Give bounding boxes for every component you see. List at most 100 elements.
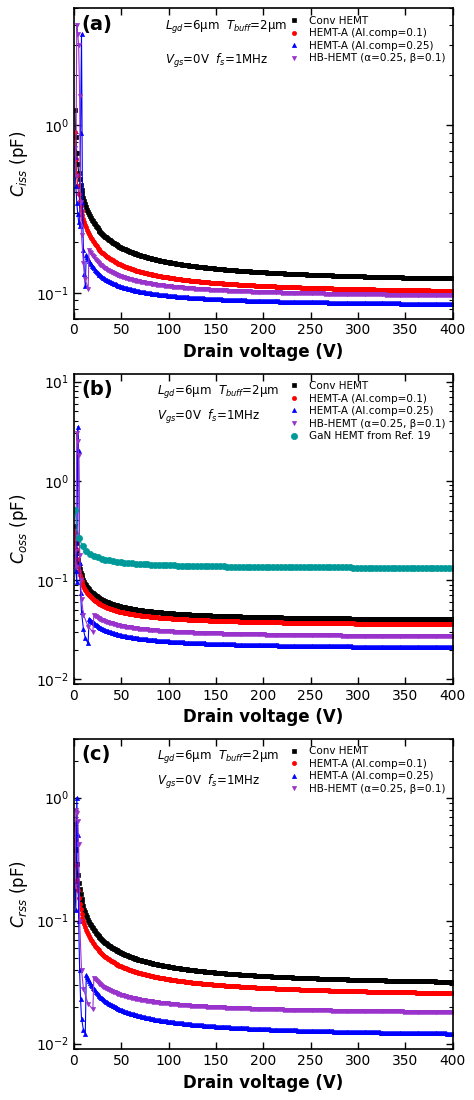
HB-HEMT (α=0.25, β=0.1) xyxy=(344,1004,349,1018)
Conv HEMT xyxy=(195,608,201,622)
Conv HEMT xyxy=(221,967,227,980)
HEMT-A (Al.comp=0.25) xyxy=(72,151,78,164)
HEMT-A (Al.comp=0.25) xyxy=(74,791,80,804)
HEMT-A (Al.comp=0.25) xyxy=(213,637,219,650)
Conv HEMT xyxy=(346,612,352,625)
GaN HEMT from Ref. 19 xyxy=(297,561,303,574)
Line: Conv HEMT: Conv HEMT xyxy=(73,108,455,280)
HB-HEMT (α=0.25, β=0.1) xyxy=(329,1004,335,1018)
Text: $L_{gd}$=6μm  $T_{buff}$=2μm: $L_{gd}$=6μm $T_{buff}$=2μm xyxy=(157,383,279,400)
HEMT-A (Al.comp=0.1) xyxy=(346,984,352,998)
HB-HEMT (α=0.25, β=0.1) xyxy=(450,629,456,642)
Conv HEMT xyxy=(72,103,78,117)
HEMT-A (Al.comp=0.25) xyxy=(450,640,456,653)
HEMT-A (Al.comp=0.25) xyxy=(118,280,124,294)
Conv HEMT xyxy=(118,946,123,959)
HEMT-A (Al.comp=0.25) xyxy=(346,296,351,309)
HB-HEMT (α=0.25, β=0.1) xyxy=(72,141,78,154)
HB-HEMT (α=0.25, β=0.1) xyxy=(72,880,78,893)
Conv HEMT xyxy=(345,972,350,986)
GaN HEMT from Ref. 19 xyxy=(419,561,425,574)
HB-HEMT (α=0.25, β=0.1) xyxy=(450,288,456,301)
Line: HB-HEMT (α=0.25, β=0.1): HB-HEMT (α=0.25, β=0.1) xyxy=(73,431,455,638)
HB-HEMT (α=0.25, β=0.1) xyxy=(389,629,395,642)
Line: HEMT-A (Al.comp=0.25): HEMT-A (Al.comp=0.25) xyxy=(73,425,455,649)
HEMT-A (Al.comp=0.1) xyxy=(72,525,78,538)
HEMT-A (Al.comp=0.1) xyxy=(118,959,123,972)
X-axis label: Drain voltage (V): Drain voltage (V) xyxy=(183,343,343,361)
HB-HEMT (α=0.25, β=0.1) xyxy=(321,629,327,642)
HEMT-A (Al.comp=0.25) xyxy=(256,1022,262,1035)
Conv HEMT xyxy=(346,270,352,283)
HEMT-A (Al.comp=0.1) xyxy=(346,283,352,296)
Y-axis label: $C_{iss}$ (pF): $C_{iss}$ (pF) xyxy=(9,130,30,197)
HEMT-A (Al.comp=0.1) xyxy=(450,618,456,631)
HB-HEMT (α=0.25, β=0.1) xyxy=(450,1005,456,1019)
HEMT-A (Al.comp=0.1) xyxy=(118,605,123,618)
Line: HB-HEMT (α=0.25, β=0.1): HB-HEMT (α=0.25, β=0.1) xyxy=(73,807,455,1014)
HEMT-A (Al.comp=0.1) xyxy=(345,283,350,296)
HEMT-A (Al.comp=0.1) xyxy=(72,125,78,139)
HEMT-A (Al.comp=0.1) xyxy=(221,277,227,290)
HEMT-A (Al.comp=0.1) xyxy=(310,282,315,295)
X-axis label: Drain voltage (V): Drain voltage (V) xyxy=(183,708,343,726)
HB-HEMT (α=0.25, β=0.1) xyxy=(213,284,219,297)
Conv HEMT xyxy=(450,613,456,626)
HB-HEMT (α=0.25, β=0.1) xyxy=(428,629,434,642)
Line: HEMT-A (Al.comp=0.1): HEMT-A (Al.comp=0.1) xyxy=(73,838,455,996)
HEMT-A (Al.comp=0.25) xyxy=(196,292,202,305)
Conv HEMT xyxy=(195,965,201,978)
Text: $V_{gs}$=0V  $f_{s}$=1MHz: $V_{gs}$=0V $f_{s}$=1MHz xyxy=(165,52,268,69)
Line: GaN HEMT from Ref. 19: GaN HEMT from Ref. 19 xyxy=(72,507,456,571)
HB-HEMT (α=0.25, β=0.1) xyxy=(366,1004,372,1018)
Text: (c): (c) xyxy=(82,745,111,764)
HEMT-A (Al.comp=0.25) xyxy=(442,640,448,653)
HEMT-A (Al.comp=0.25) xyxy=(75,420,81,433)
HEMT-A (Al.comp=0.25) xyxy=(82,1027,88,1041)
Conv HEMT xyxy=(345,612,350,625)
Conv HEMT xyxy=(72,817,78,830)
Line: HB-HEMT (α=0.25, β=0.1): HB-HEMT (α=0.25, β=0.1) xyxy=(73,22,455,297)
HEMT-A (Al.comp=0.1) xyxy=(346,617,352,630)
HEMT-A (Al.comp=0.25) xyxy=(273,1023,278,1036)
HEMT-A (Al.comp=0.25) xyxy=(369,1025,375,1038)
HEMT-A (Al.comp=0.25) xyxy=(347,296,353,309)
Y-axis label: $C_{oss}$ (pF): $C_{oss}$ (pF) xyxy=(9,494,30,564)
HEMT-A (Al.comp=0.1) xyxy=(450,987,456,1000)
HB-HEMT (α=0.25, β=0.1) xyxy=(405,629,411,642)
Conv HEMT xyxy=(310,612,315,625)
HB-HEMT (α=0.25, β=0.1) xyxy=(72,544,78,558)
Conv HEMT xyxy=(450,976,456,989)
Line: HEMT-A (Al.comp=0.1): HEMT-A (Al.comp=0.1) xyxy=(73,530,455,626)
HB-HEMT (α=0.25, β=0.1) xyxy=(199,626,205,639)
Conv HEMT xyxy=(310,971,315,984)
Conv HEMT xyxy=(450,272,456,285)
GaN HEMT from Ref. 19 xyxy=(72,503,78,516)
Conv HEMT xyxy=(118,600,123,613)
HB-HEMT (α=0.25, β=0.1) xyxy=(385,1004,391,1018)
Legend: Conv HEMT, HEMT-A (Al.comp=0.1), HEMT-A (Al.comp=0.25), HB-HEMT (α=0.25, β=0.1),: Conv HEMT, HEMT-A (Al.comp=0.1), HEMT-A … xyxy=(281,377,449,446)
GaN HEMT from Ref. 19 xyxy=(430,561,436,574)
HB-HEMT (α=0.25, β=0.1) xyxy=(74,427,80,440)
HEMT-A (Al.comp=0.1) xyxy=(195,275,201,288)
GaN HEMT from Ref. 19 xyxy=(266,560,272,573)
HEMT-A (Al.comp=0.25) xyxy=(310,296,316,309)
HEMT-A (Al.comp=0.25) xyxy=(395,640,401,653)
Line: HEMT-A (Al.comp=0.25): HEMT-A (Al.comp=0.25) xyxy=(73,795,455,1036)
HEMT-A (Al.comp=0.1) xyxy=(72,833,78,846)
Conv HEMT xyxy=(221,609,227,623)
Line: HEMT-A (Al.comp=0.1): HEMT-A (Al.comp=0.1) xyxy=(73,130,455,293)
HEMT-A (Al.comp=0.1) xyxy=(195,614,201,627)
Conv HEMT xyxy=(221,263,227,276)
HB-HEMT (α=0.25, β=0.1) xyxy=(346,287,352,300)
X-axis label: Drain voltage (V): Drain voltage (V) xyxy=(183,1074,343,1091)
HB-HEMT (α=0.25, β=0.1) xyxy=(395,288,401,301)
Text: $L_{gd}$=6μm  $T_{buff}$=2μm: $L_{gd}$=6μm $T_{buff}$=2μm xyxy=(165,18,287,34)
HB-HEMT (α=0.25, β=0.1) xyxy=(73,803,79,816)
Legend: Conv HEMT, HEMT-A (Al.comp=0.1), HEMT-A (Al.comp=0.25), HB-HEMT (α=0.25, β=0.1): Conv HEMT, HEMT-A (Al.comp=0.1), HEMT-A … xyxy=(281,742,449,799)
Conv HEMT xyxy=(310,268,315,282)
HEMT-A (Al.comp=0.1) xyxy=(310,983,315,997)
HEMT-A (Al.comp=0.1) xyxy=(345,617,350,630)
GaN HEMT from Ref. 19 xyxy=(450,561,456,574)
Text: $L_{gd}$=6μm  $T_{buff}$=2μm: $L_{gd}$=6μm $T_{buff}$=2μm xyxy=(157,748,279,766)
